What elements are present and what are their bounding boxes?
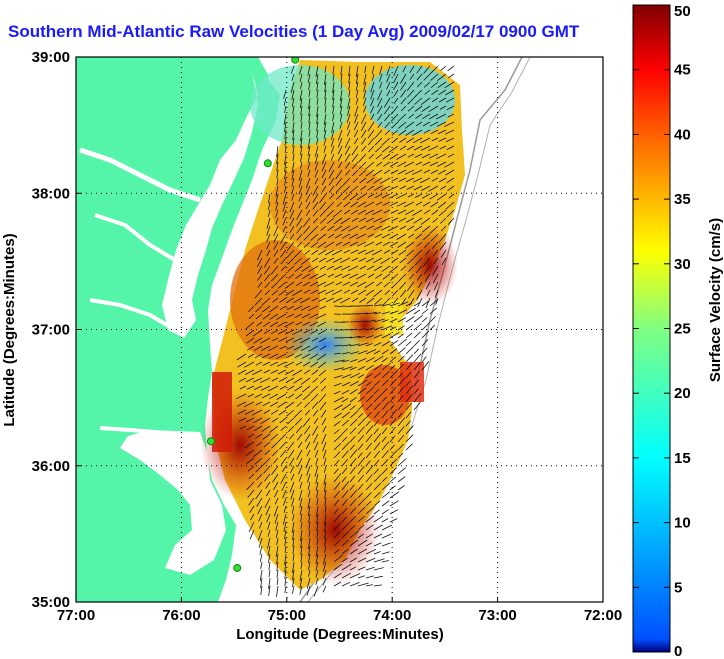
y-tick-label: 39:00 [32,49,70,66]
velocity-vectors [235,65,455,597]
colorbar-tick-label: 25 [674,321,691,338]
y-tick-label: 38:00 [32,185,70,202]
field-patch [360,365,410,425]
colorbar-tick-label: 40 [674,126,691,143]
radar-station [263,159,272,168]
radar-station [233,563,242,572]
colorbar-tick-label: 50 [674,3,691,20]
field-patch [385,300,403,335]
colorbar [632,4,671,653]
river-albemarle [99,426,156,434]
x-axis-label: Longitude (Degrees:Minutes) [236,626,444,643]
y-tick-label: 36:00 [32,458,70,475]
chart-title: Southern Mid-Atlantic Raw Velocities (1 … [8,22,580,41]
colorbar-tick-label: 20 [674,385,691,402]
colorbar-tick-label: 45 [674,62,691,79]
colorbar-tick-label: 0 [674,643,682,659]
colorbar-tick-label: 30 [674,256,691,273]
vector-arrows [235,65,455,597]
colorbar-label: Surface Velocity (cm/s) [707,218,724,382]
x-axis: 77:00 76:00 75:00 74:00 73:00 72:00 [57,597,622,624]
radar-stations [206,57,300,572]
river-rappahannock [94,213,177,262]
field-patch [212,372,232,452]
river-potomac [79,147,201,203]
colorbar-axis: 0 5 10 15 20 25 30 35 40 45 50 [633,3,691,659]
chesapeake-bay [162,72,258,338]
field-patch [400,362,424,402]
colorbar-tick-label: 15 [674,450,691,467]
x-tick-label: 73:00 [478,607,516,624]
y-tick-label: 35:00 [32,594,70,611]
river-james [89,298,174,330]
x-tick-label: 74:00 [373,607,411,624]
low-velocity-zone [285,317,365,373]
colorbar-tick-label: 5 [674,579,682,596]
colorbar-tick-label: 35 [674,191,691,208]
high-velocity-zone [290,475,380,585]
velocity-field [200,60,465,590]
grid-lines [76,57,603,602]
x-tick-label: 72:00 [584,607,622,624]
x-tick-label: 75:00 [268,607,306,624]
radar-station [291,57,300,64]
high-velocity-zone [402,225,458,305]
y-axis: 39:00 38:00 37:00 36:00 35:00 [32,49,81,611]
field-patch [250,65,350,145]
colorbar-tick-label: 10 [674,515,691,532]
radar-station [206,437,215,446]
high-velocity-zone [347,303,383,347]
x-tick-label: 77:00 [57,607,95,624]
y-axis-label: Latitude (Degrees:Minutes) [1,233,18,426]
x-tick-label: 76:00 [162,607,200,624]
pamlico-sound [120,430,226,575]
y-tick-label: 37:00 [32,322,70,339]
